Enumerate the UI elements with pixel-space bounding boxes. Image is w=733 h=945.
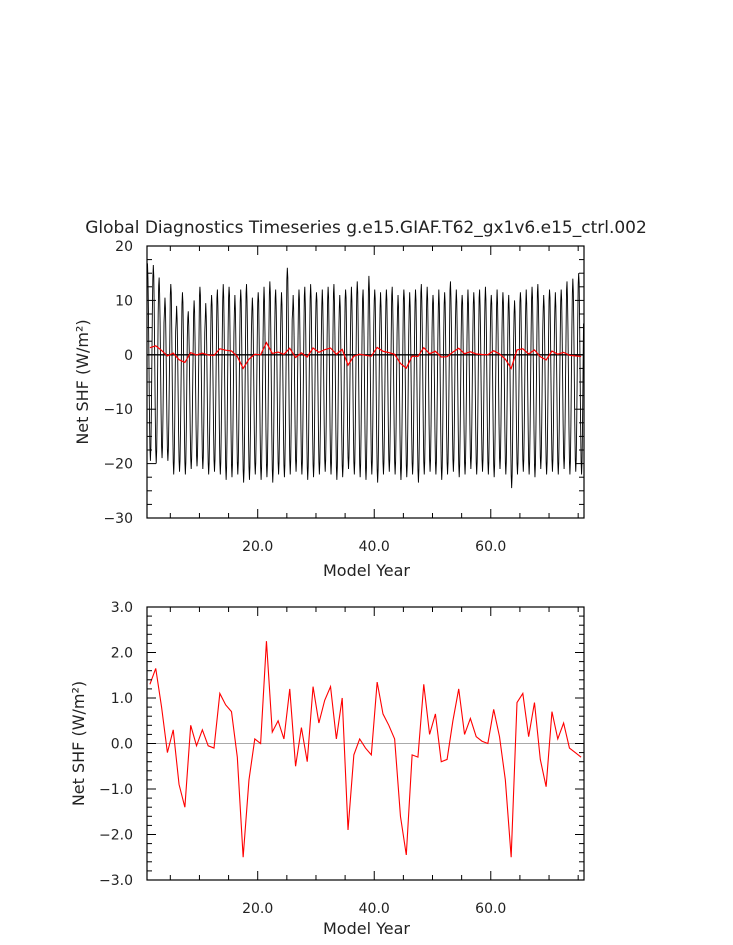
annual-series-line bbox=[149, 341, 582, 370]
y-tick-label: −3.0 bbox=[99, 873, 133, 889]
x-tick-label: 60.0 bbox=[475, 539, 506, 555]
y-tick-label: 1.0 bbox=[111, 691, 133, 707]
x-axis-label: Model Year bbox=[323, 561, 410, 580]
x-tick-label: 20.0 bbox=[242, 901, 273, 917]
x-tick-label: 40.0 bbox=[359, 901, 390, 917]
y-tick-label: −10 bbox=[103, 402, 133, 418]
x-tick-label: 60.0 bbox=[475, 901, 506, 917]
y-tick-label: −20 bbox=[103, 457, 133, 473]
y-axis-label: Net SHF (W/m²) bbox=[69, 681, 88, 806]
y-tick-label: 0.0 bbox=[111, 737, 133, 753]
y-tick-label: −30 bbox=[103, 511, 133, 527]
y-tick-label: 0 bbox=[124, 348, 133, 364]
x-tick-label: 40.0 bbox=[359, 539, 390, 555]
y-axis-label: Net SHF (W/m²) bbox=[73, 319, 92, 444]
y-tick-label: 2.0 bbox=[111, 646, 133, 662]
y-tick-label: 3.0 bbox=[111, 600, 133, 616]
bottom-panel: 20.0 40.0 60.0 3.0 2.0 1.0 0.0 −1.0 −2.0 −3.0 Mode… bbox=[69, 600, 585, 938]
chart-title: Global Diagnostics Timeseries g.e15.GIAF… bbox=[85, 218, 647, 238]
x-axis-label: Model Year bbox=[323, 919, 410, 938]
monthly-series-line bbox=[146, 263, 584, 489]
y-tick-label: −1.0 bbox=[99, 782, 133, 798]
x-tick-label: 20.0 bbox=[242, 539, 273, 555]
top-panel: 20.0 40.0 60.0 20 10 0 −10 −20 −30 Model Year Net … bbox=[73, 239, 585, 580]
y-tick-label: 10 bbox=[115, 293, 133, 309]
y-tick-label: −2.0 bbox=[99, 828, 133, 844]
annual-series-line bbox=[149, 641, 582, 858]
y-tick-label: 20 bbox=[115, 239, 133, 255]
